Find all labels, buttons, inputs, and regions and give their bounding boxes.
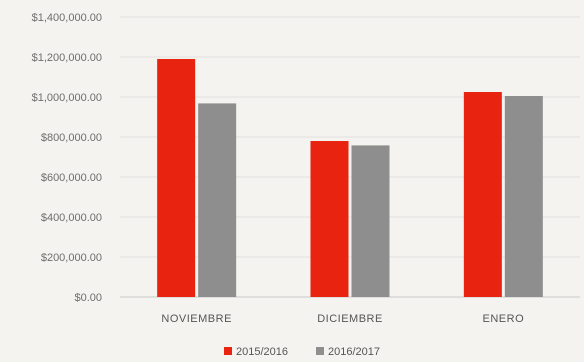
bars xyxy=(157,59,543,298)
y-tick-label: $1,200,000.00 xyxy=(32,52,102,64)
bar-enero-2016-2017 xyxy=(504,96,543,297)
bar-noviembre-2015-2016 xyxy=(157,59,196,297)
y-tick-label: $1,400,000.00 xyxy=(32,12,102,24)
bar-diciembre-2016-2017 xyxy=(351,145,390,297)
bar-diciembre-2015-2016 xyxy=(310,141,349,297)
y-tick-label: $800,000.00 xyxy=(41,132,102,144)
gridlines xyxy=(120,16,580,298)
legend-swatch xyxy=(224,347,232,355)
bar-noviembre-2016-2017 xyxy=(198,103,237,298)
legend-swatch xyxy=(316,347,324,355)
legend-label: 2016/2017 xyxy=(328,346,380,358)
y-tick-label: $400,000.00 xyxy=(41,212,102,224)
y-tick-label: $600,000.00 xyxy=(41,172,102,184)
y-tick-label: $1,000,000.00 xyxy=(32,92,102,104)
x-category-label: DICIEMBRE xyxy=(317,313,383,325)
y-axis: $0.00 $200,000.00 $400,000.00 $600,000.00 $8… xyxy=(32,12,102,304)
x-category-label: ENERO xyxy=(483,313,525,325)
x-category-label: NOVIEMBRE xyxy=(161,313,232,325)
y-tick-label: $200,000.00 xyxy=(41,252,102,264)
y-tick-label: $0.00 xyxy=(74,292,102,304)
bar-enero-2015-2016 xyxy=(463,92,502,297)
x-axis: NOVIEMBRE DICIEMBRE ENERO xyxy=(161,313,525,325)
legend: 2015/2016 2016/2017 xyxy=(224,346,380,358)
legend-label: 2015/2016 xyxy=(236,346,288,358)
